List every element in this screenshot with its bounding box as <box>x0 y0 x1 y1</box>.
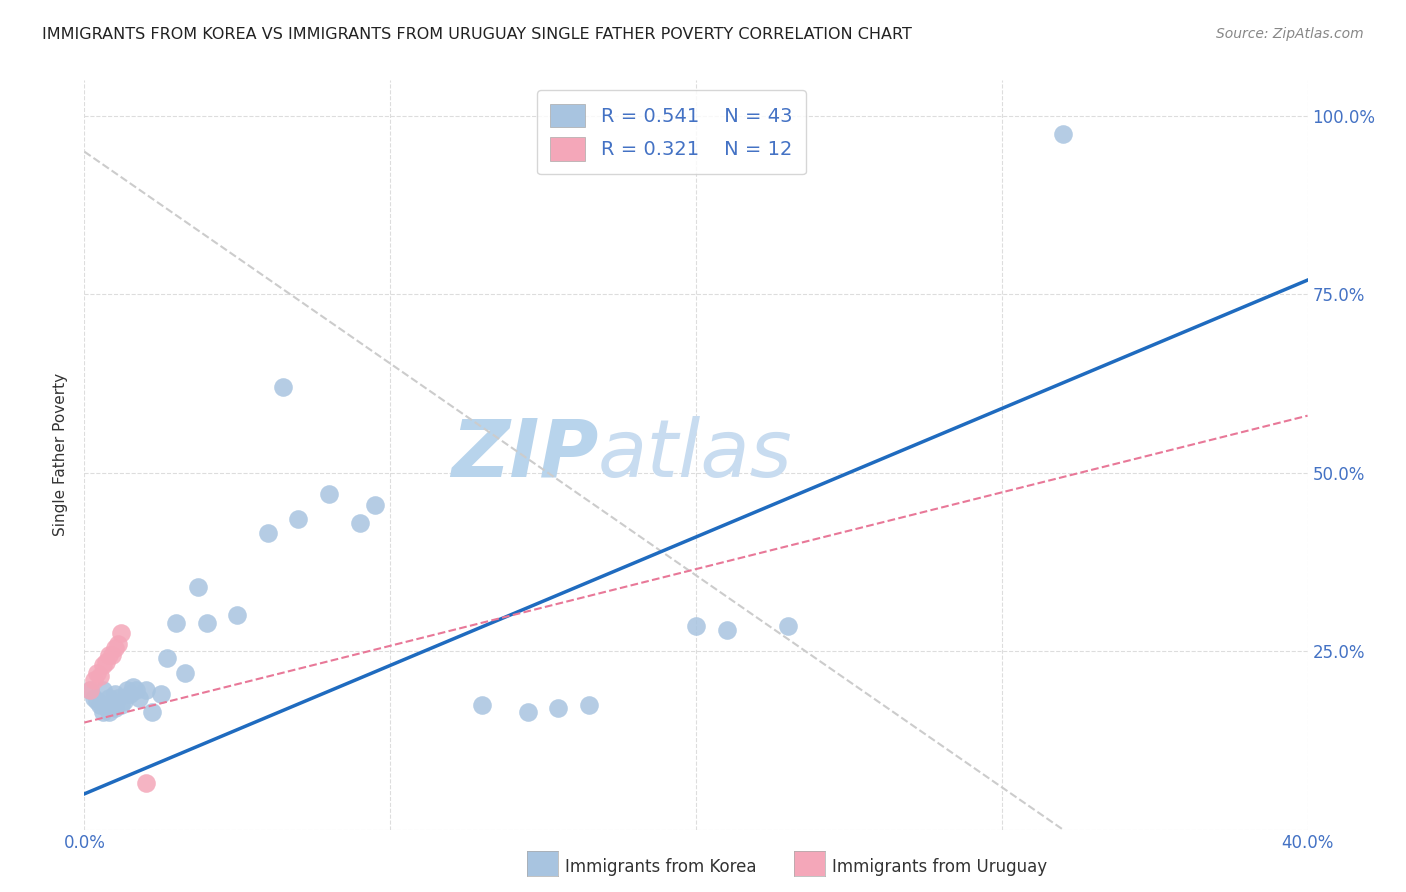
Point <box>89 698 111 712</box>
Point <box>226 608 249 623</box>
Point <box>86 665 108 680</box>
Point <box>101 698 124 712</box>
Point <box>128 690 150 705</box>
Point <box>156 651 179 665</box>
Point <box>685 619 707 633</box>
Point <box>349 516 371 530</box>
Point <box>91 683 114 698</box>
Point <box>125 683 148 698</box>
Point <box>186 580 208 594</box>
Point <box>115 683 138 698</box>
Point <box>776 619 799 633</box>
Point <box>257 526 280 541</box>
Text: atlas: atlas <box>598 416 793 494</box>
Point <box>83 673 105 687</box>
Point <box>547 701 569 715</box>
Point <box>110 698 132 712</box>
Point <box>135 683 157 698</box>
Text: Immigrants from Uruguay: Immigrants from Uruguay <box>832 858 1047 876</box>
Point <box>107 690 129 705</box>
Point <box>516 705 538 719</box>
Text: Source: ZipAtlas.com: Source: ZipAtlas.com <box>1216 27 1364 41</box>
Point <box>101 648 124 662</box>
Point <box>104 687 127 701</box>
Legend: R = 0.541    N = 43, R = 0.321    N = 12: R = 0.541 N = 43, R = 0.321 N = 12 <box>537 90 806 175</box>
Point <box>149 687 172 701</box>
Point <box>364 498 387 512</box>
Point <box>89 669 111 683</box>
Point <box>135 776 157 790</box>
Point <box>716 623 738 637</box>
Point <box>107 637 129 651</box>
Point <box>94 698 117 712</box>
Point <box>141 705 163 719</box>
Point <box>120 687 142 701</box>
Point <box>165 615 187 630</box>
Point <box>110 626 132 640</box>
Point <box>83 690 105 705</box>
Text: IMMIGRANTS FROM KOREA VS IMMIGRANTS FROM URUGUAY SINGLE FATHER POVERTY CORRELATI: IMMIGRANTS FROM KOREA VS IMMIGRANTS FROM… <box>42 27 912 42</box>
Point <box>91 705 114 719</box>
Point <box>112 694 135 708</box>
Point <box>195 615 218 630</box>
Point <box>97 705 120 719</box>
Text: Immigrants from Korea: Immigrants from Korea <box>565 858 756 876</box>
Point <box>79 683 101 698</box>
Point <box>104 640 127 655</box>
Point <box>122 680 145 694</box>
Point <box>94 655 117 669</box>
Point <box>97 648 120 662</box>
Point <box>318 487 340 501</box>
Point <box>1052 127 1074 141</box>
Point <box>91 658 114 673</box>
Y-axis label: Single Father Poverty: Single Father Poverty <box>53 374 69 536</box>
Point <box>271 380 294 394</box>
Point <box>104 701 127 715</box>
Point <box>287 512 309 526</box>
Point <box>97 690 120 705</box>
Point <box>79 683 101 698</box>
Point <box>86 694 108 708</box>
Point <box>174 665 197 680</box>
Point <box>578 698 600 712</box>
Point <box>471 698 494 712</box>
Text: ZIP: ZIP <box>451 416 598 494</box>
